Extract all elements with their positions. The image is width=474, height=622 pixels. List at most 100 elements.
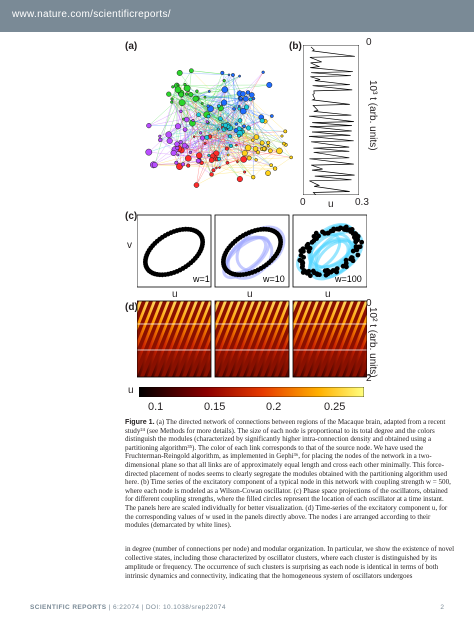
oscillator-dot <box>311 233 317 239</box>
wave-stripe <box>335 301 367 377</box>
network-node <box>243 104 250 110</box>
oscillator-dot <box>309 239 315 245</box>
b-x0-tick: 0 <box>300 197 306 208</box>
network-node <box>222 78 226 83</box>
d-bottom-tick: 2 <box>366 373 372 384</box>
network-link <box>232 74 265 149</box>
panel-d-label: (d) <box>125 302 138 313</box>
network-node <box>283 129 288 134</box>
network-link <box>198 114 276 169</box>
network-node <box>240 91 246 97</box>
network-node <box>176 83 180 87</box>
network-node <box>266 144 270 148</box>
network-link <box>180 142 229 156</box>
network-node <box>235 143 238 147</box>
page-footer: SCIENTIFIC REPORTS | 6:22074 | DOI: 10.1… <box>0 598 474 622</box>
network-link <box>195 75 240 99</box>
network-node <box>255 150 261 155</box>
wave-stripe <box>179 301 211 377</box>
network-node <box>165 131 173 138</box>
network-node <box>246 125 252 131</box>
network-node <box>225 160 230 165</box>
network-link <box>218 129 220 168</box>
network-link <box>210 89 225 109</box>
network-node <box>280 134 284 138</box>
network-node <box>188 150 193 154</box>
network-node <box>246 155 252 161</box>
network-node <box>238 96 243 101</box>
oscillator-dot <box>343 257 349 263</box>
journal-header: www.nature.com/scientificreports/ <box>0 0 474 32</box>
network-link <box>179 151 279 167</box>
network-link <box>180 74 230 112</box>
network-link <box>232 74 237 125</box>
network-node <box>185 92 189 96</box>
network-node <box>234 122 238 126</box>
network-link <box>190 94 241 100</box>
wave-stripe <box>222 301 255 377</box>
oscillator-dot <box>349 255 355 261</box>
network-link <box>196 98 240 107</box>
network-node <box>269 163 274 167</box>
network-node <box>228 134 233 139</box>
page-number: 2 <box>440 604 444 611</box>
w1-label: w=1 <box>192 274 210 284</box>
wave-stripe <box>165 301 198 377</box>
w10-label: w=10 <box>262 274 285 284</box>
network-node <box>254 158 258 162</box>
network-node <box>249 92 255 98</box>
oscillator-dot <box>306 268 312 274</box>
network-node <box>240 156 248 163</box>
network-node <box>218 166 221 169</box>
network-node <box>170 100 174 104</box>
network-node <box>206 104 210 108</box>
oscillator-dot <box>359 239 365 245</box>
network-node <box>193 182 200 188</box>
panel-b-label: (b) <box>289 41 302 52</box>
network-node <box>178 91 184 98</box>
network-node <box>251 175 256 180</box>
oscillator-dot <box>301 254 307 260</box>
c-u-label-3: u <box>325 289 331 300</box>
network-link <box>177 104 223 149</box>
network-node <box>272 166 278 171</box>
network-link <box>176 121 208 145</box>
network-node <box>191 118 195 122</box>
header-url[interactable]: www.nature.com/scientificreports/ <box>12 9 171 20</box>
network-link <box>153 126 179 165</box>
network-node <box>217 156 222 162</box>
network-node <box>200 102 204 105</box>
network-link <box>160 84 179 140</box>
network-node <box>216 104 221 108</box>
wave-stripe <box>300 301 333 377</box>
network-node <box>227 73 231 77</box>
network-link <box>208 110 244 117</box>
wave-stripe <box>215 301 248 377</box>
network-link <box>177 84 254 178</box>
network-node <box>204 135 210 140</box>
network-link <box>227 74 230 155</box>
network-link <box>171 98 212 175</box>
network-link <box>181 95 254 178</box>
wave-stripe <box>293 301 326 377</box>
network-node <box>236 126 242 132</box>
b-series-line <box>308 46 355 195</box>
oscillator-dot <box>306 248 312 254</box>
network-node <box>174 141 180 147</box>
network-node <box>266 140 271 145</box>
network-link <box>159 126 179 137</box>
network-node <box>237 118 243 123</box>
network-link <box>250 99 292 158</box>
oscillator-dot <box>200 237 205 243</box>
network-node <box>170 149 177 156</box>
caption-label: Figure 1. <box>125 418 155 426</box>
network-link <box>229 93 240 129</box>
oscillator-dot <box>350 248 356 254</box>
network-link <box>190 120 263 153</box>
wave-stripe <box>236 301 269 377</box>
network-node <box>180 162 186 167</box>
network-node <box>224 146 229 151</box>
network-link <box>237 133 241 162</box>
network-node <box>248 97 253 102</box>
colorbar-label: u <box>128 385 134 396</box>
